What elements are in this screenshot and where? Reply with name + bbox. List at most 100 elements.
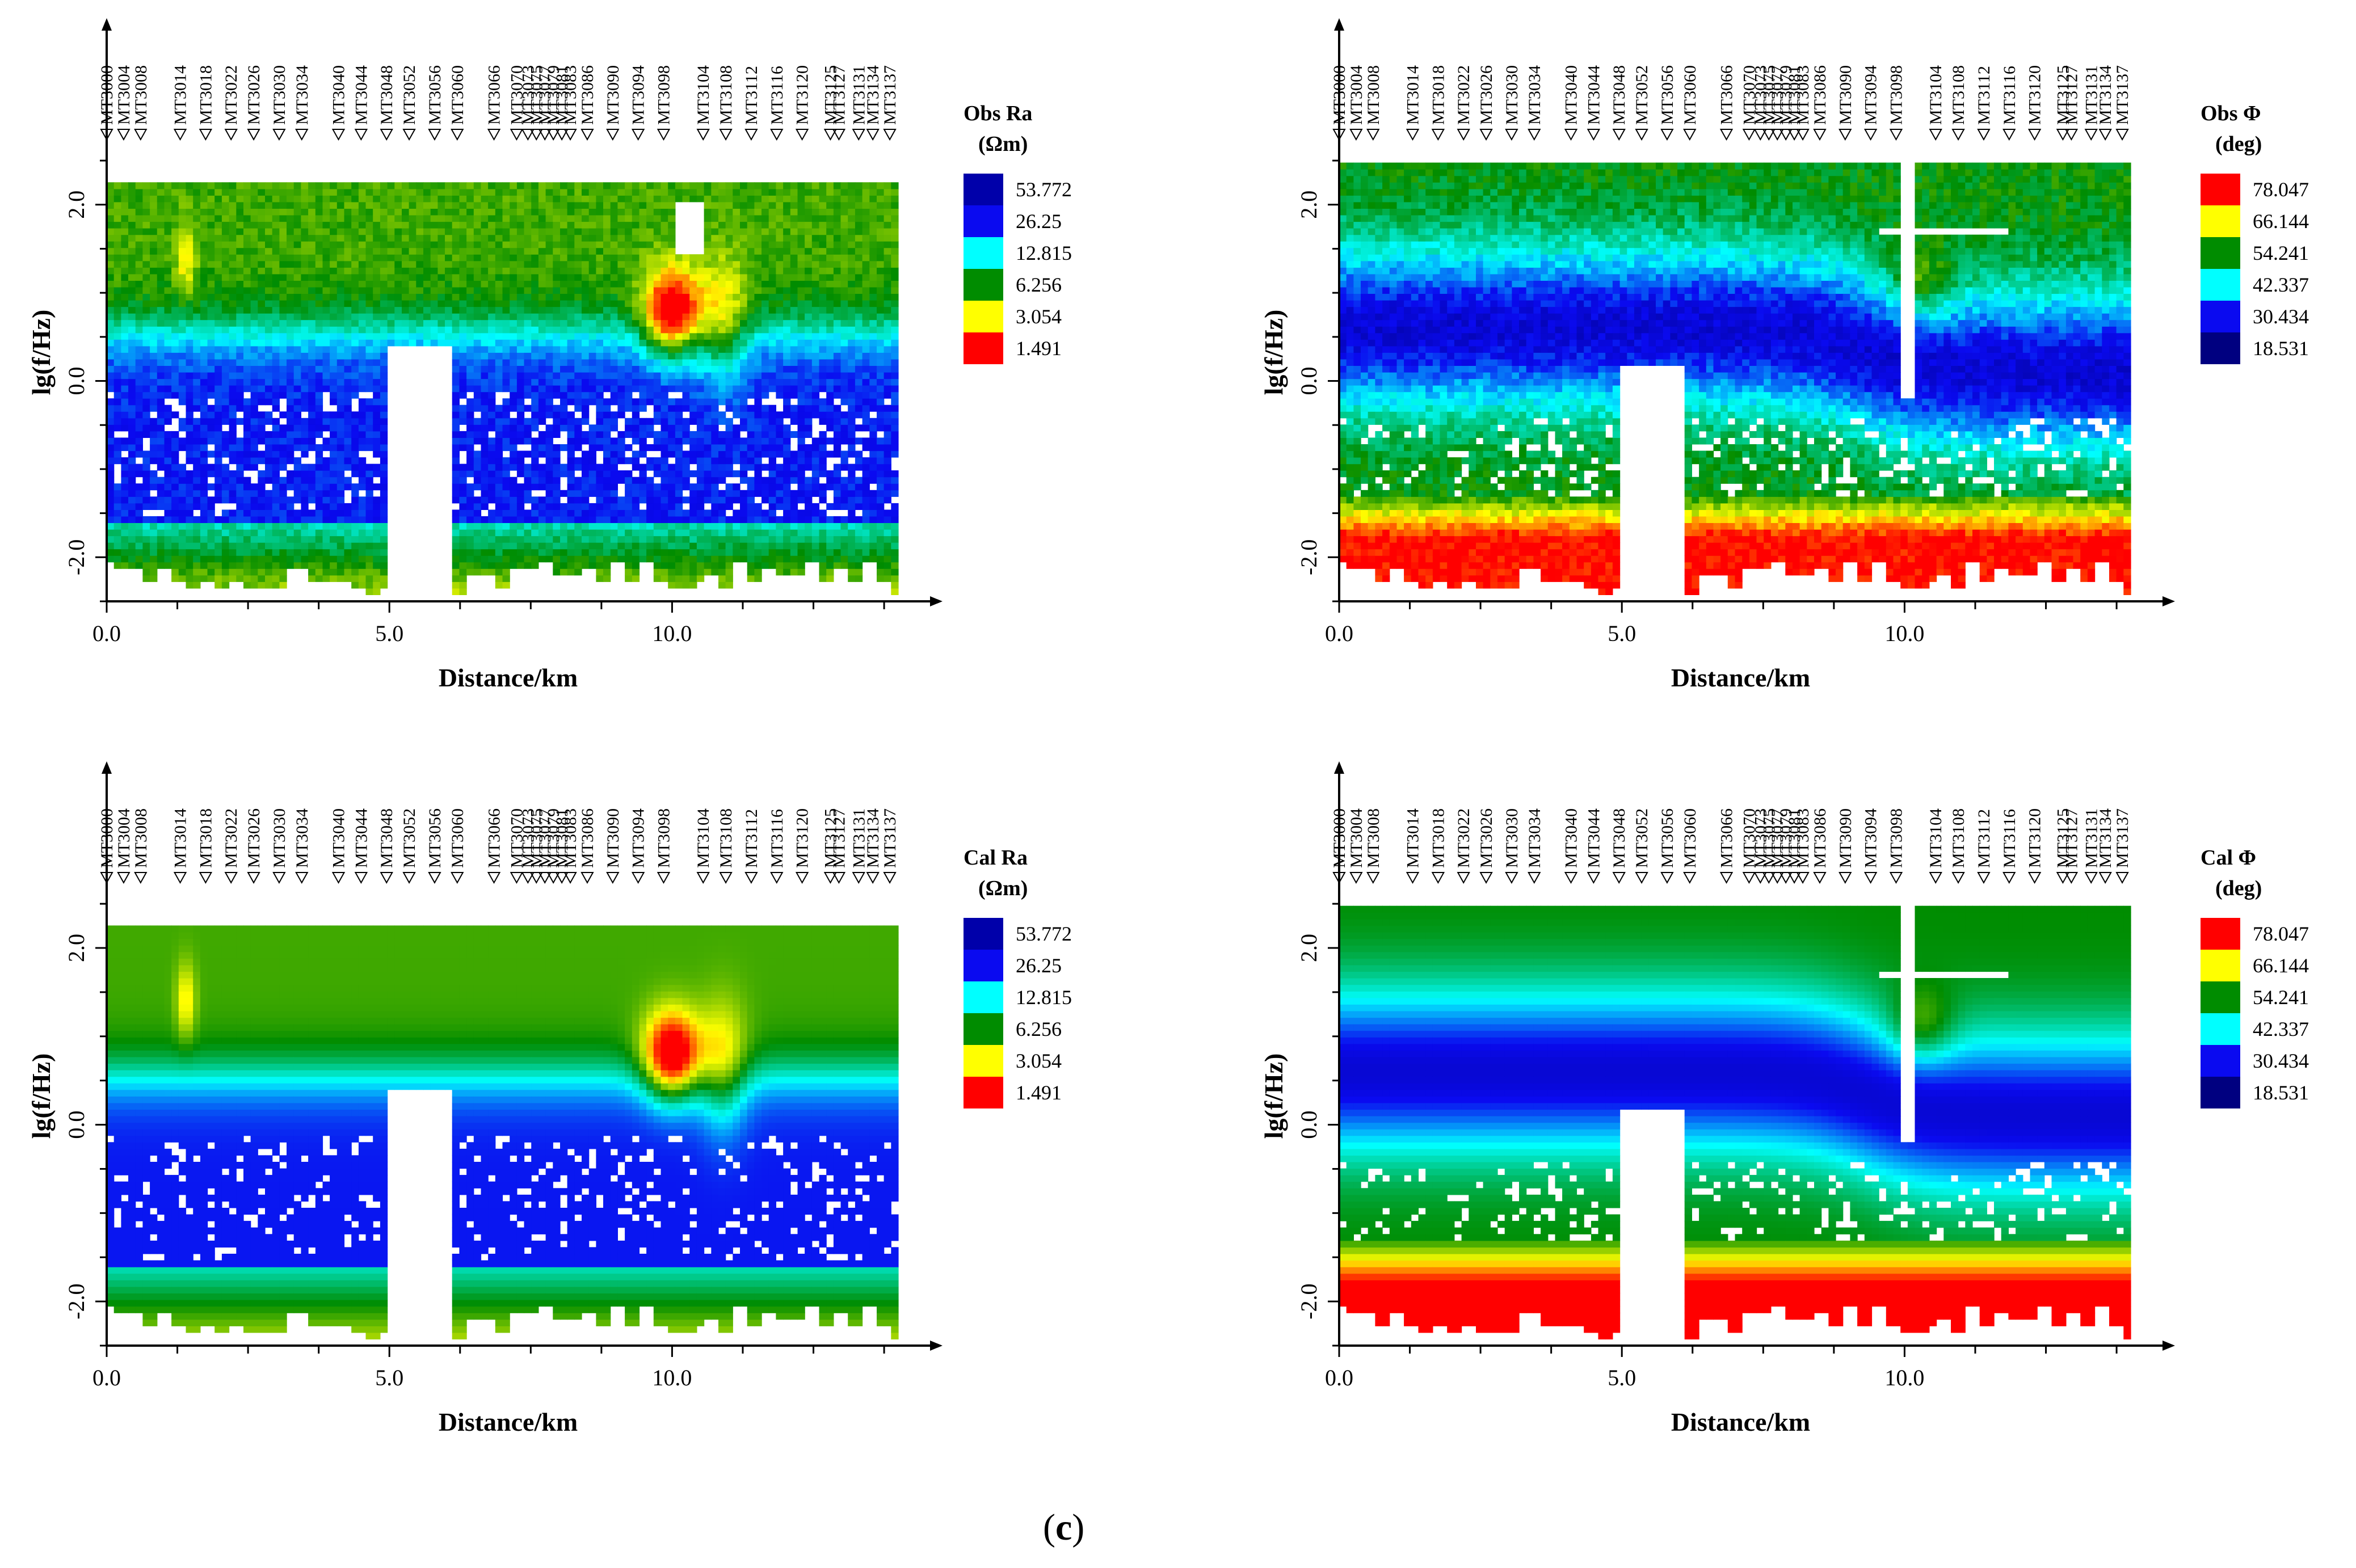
heatmap-cell xyxy=(762,431,769,438)
heatmap-cell xyxy=(308,496,316,504)
heatmap-cell xyxy=(610,483,618,491)
heatmap-cell xyxy=(336,260,345,268)
heatmap-cell xyxy=(582,215,590,222)
heatmap-cell xyxy=(193,404,201,412)
heatmap-cell xyxy=(315,496,323,504)
heatmap-cell xyxy=(653,221,662,229)
heatmap-cell xyxy=(200,431,208,438)
heatmap-cell xyxy=(762,306,769,314)
heatmap-cell xyxy=(142,431,150,438)
heatmap-cell xyxy=(315,463,323,471)
heatmap-cell xyxy=(315,509,323,517)
heatmap-cell xyxy=(330,424,338,432)
heatmap-cell xyxy=(200,188,208,196)
heatmap-cell xyxy=(150,359,158,366)
heatmap-cell xyxy=(178,234,187,242)
heatmap-cell xyxy=(365,581,373,589)
heatmap-cell xyxy=(272,457,280,465)
heatmap-cell xyxy=(466,293,474,301)
heatmap-cell xyxy=(113,319,121,327)
heatmap-cell xyxy=(639,221,647,229)
heatmap-cell xyxy=(150,418,158,425)
heatmap-cell xyxy=(610,339,618,347)
heatmap-cell xyxy=(336,483,345,491)
heatmap-cell xyxy=(740,437,748,445)
heatmap-cell xyxy=(164,463,172,471)
heatmap-cell xyxy=(747,555,755,563)
heatmap-cell xyxy=(301,215,309,222)
heatmap-cell xyxy=(358,215,367,222)
heatmap-cell xyxy=(322,254,330,262)
heatmap-cell xyxy=(351,450,359,458)
heatmap-cell xyxy=(495,319,503,327)
heatmap-cell xyxy=(747,385,755,393)
heatmap-cell xyxy=(588,339,596,347)
heatmap-cell xyxy=(553,522,561,530)
heatmap-cell xyxy=(142,273,150,281)
heatmap-cell xyxy=(538,437,546,445)
heatmap-cell xyxy=(164,372,172,380)
heatmap-cell xyxy=(466,483,474,491)
heatmap-cell xyxy=(625,536,633,543)
heatmap-cell xyxy=(452,450,460,458)
heatmap-cell xyxy=(495,424,503,432)
heatmap-cell xyxy=(675,431,683,438)
heatmap-cell xyxy=(265,398,273,406)
heatmap-cell xyxy=(336,477,345,484)
heatmap-cell xyxy=(186,457,193,465)
heatmap-cell xyxy=(452,221,460,229)
heatmap-cell xyxy=(351,431,359,438)
heatmap-cell xyxy=(258,208,266,216)
heatmap-cell xyxy=(625,234,633,242)
heatmap-cell xyxy=(243,483,251,491)
heatmap-cell xyxy=(221,208,230,216)
heatmap-cell xyxy=(625,542,633,550)
heatmap-cell xyxy=(567,359,575,366)
heatmap-cell xyxy=(639,254,647,262)
heatmap-cell xyxy=(675,503,683,510)
heatmap-cell xyxy=(617,431,625,438)
heatmap-cell xyxy=(510,201,518,209)
heatmap-cell xyxy=(740,306,748,314)
heatmap-cell xyxy=(164,509,172,517)
heatmap-cell xyxy=(142,549,150,556)
heatmap-cell xyxy=(473,555,482,563)
heatmap-cell xyxy=(459,234,467,242)
heatmap-cell xyxy=(279,529,287,537)
heatmap-cell xyxy=(704,182,712,189)
heatmap-cell xyxy=(287,188,294,196)
heatmap-cell xyxy=(725,208,733,216)
heatmap-cell xyxy=(762,463,769,471)
heatmap-cell xyxy=(243,188,251,196)
heatmap-cell xyxy=(330,444,338,452)
heatmap-cell xyxy=(675,300,683,307)
heatmap-cell xyxy=(301,280,309,288)
heatmap-cell xyxy=(113,247,121,255)
heatmap-cell xyxy=(603,339,611,347)
heatmap-cell xyxy=(762,391,769,399)
heatmap-cell xyxy=(121,339,129,347)
heatmap-cell xyxy=(754,470,762,478)
heatmap-cell xyxy=(164,182,172,189)
heatmap-cell xyxy=(258,254,266,262)
heatmap-cell xyxy=(646,228,654,235)
heatmap-cell xyxy=(315,326,323,334)
heatmap-cell xyxy=(596,280,604,288)
heatmap-cell xyxy=(200,536,208,543)
heatmap-cell xyxy=(171,188,179,196)
heatmap-cell xyxy=(336,339,345,347)
heatmap-cell xyxy=(632,332,640,340)
heatmap-cell xyxy=(653,241,662,248)
heatmap-cell xyxy=(121,437,129,445)
heatmap-cell xyxy=(200,529,208,537)
heatmap-cell xyxy=(632,286,640,294)
heatmap-cell xyxy=(301,549,309,556)
heatmap-cell xyxy=(207,503,215,510)
heatmap-cell xyxy=(473,221,482,229)
heatmap-cell xyxy=(113,254,121,262)
heatmap-cell xyxy=(365,536,373,543)
heatmap-cell xyxy=(301,201,309,209)
heatmap-cell xyxy=(689,470,697,478)
heatmap-cell xyxy=(488,352,496,360)
heatmap-cell xyxy=(510,522,518,530)
